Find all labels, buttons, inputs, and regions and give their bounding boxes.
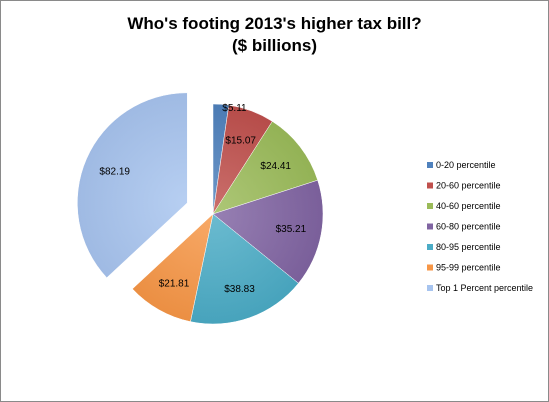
legend-item-0-20-percentile: 0-20 percentile [427, 160, 496, 170]
pie-slice-60-80-percentile [212, 179, 324, 284]
data-label-0-20-percentile: $5.11 [222, 103, 247, 114]
legend-label: 80-95 percentile [436, 242, 501, 252]
legend-item-80-95-percentile: 80-95 percentile [427, 242, 501, 252]
legend-swatch [427, 223, 433, 230]
pie-slice-top-1-percent-percentile [77, 92, 188, 279]
pie-slice-80-95-percentile [190, 213, 299, 325]
data-label-80-95-percentile: $38.83 [224, 284, 255, 295]
legend-label: Top 1 Percent percentile [436, 283, 533, 293]
legend-swatch [427, 264, 433, 271]
pie-slices [77, 92, 324, 325]
data-label-20-60-percentile: $15.07 [225, 135, 256, 146]
legend: 0-20 percentile 20-60 percentile 40-60 per… [427, 160, 533, 293]
legend-swatch [427, 182, 433, 189]
legend-label: 20-60 percentile [436, 181, 501, 191]
chart-subtitle: ($ billions) [232, 36, 317, 55]
pie-slice-95-99-percentile [132, 213, 214, 322]
legend-item-60-80-percentile: 60-80 percentile [427, 222, 501, 232]
legend-label: 60-80 percentile [436, 222, 501, 232]
legend-item-20-60-percentile: 20-60 percentile [427, 181, 501, 191]
legend-item-top-1-percent-percentile: Top 1 Percent percentile [427, 283, 533, 293]
legend-label: 40-60 percentile [436, 201, 501, 211]
legend-item-40-60-percentile: 40-60 percentile [427, 201, 501, 211]
legend-label: 0-20 percentile [436, 160, 496, 170]
data-label-95-99-percentile: $21.81 [159, 279, 190, 290]
legend-item-95-99-percentile: 95-99 percentile [427, 263, 501, 273]
pie-slice-40-60-percentile [212, 121, 318, 215]
data-label-60-80-percentile: $35.21 [276, 224, 307, 235]
data-label-top-1-percent-percentile: $82.19 [99, 167, 130, 178]
pie-data-labels: $5.11 $15.07 $24.41 $35.21 $38.83 $21.81 $82.1… [99, 103, 306, 295]
legend-swatch [427, 285, 433, 291]
legend-swatch [427, 244, 433, 250]
legend-label: 95-99 percentile [436, 263, 501, 273]
legend-swatch [427, 162, 433, 168]
legend-swatch [427, 203, 433, 209]
chart-title: Who's footing 2013's higher tax bill? [127, 14, 422, 33]
data-label-40-60-percentile: $24.41 [260, 161, 291, 172]
